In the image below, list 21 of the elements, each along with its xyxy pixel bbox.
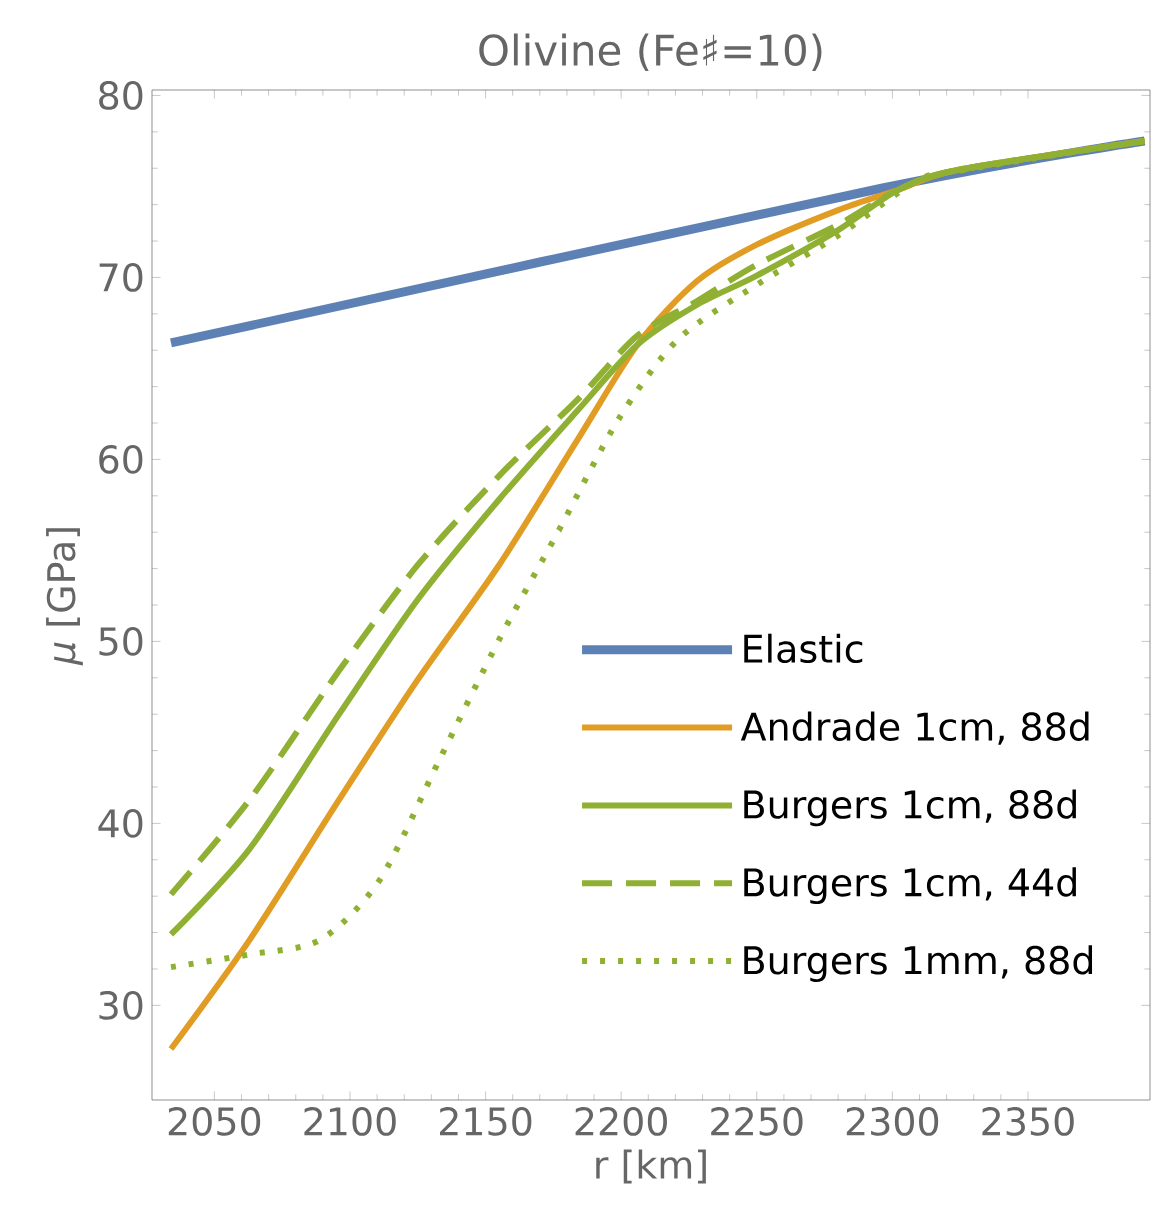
- x-tick-label: 2250: [711, 1107, 803, 1136]
- chart-title: Olivine (Fe♯=10): [479, 33, 822, 71]
- x-tick-label: 2050: [168, 1107, 261, 1136]
- y-axis-title: μ [GPa]: [46, 528, 83, 666]
- legend-label: Andrade 1cm, 88d: [740, 711, 1089, 745]
- x-tick-label: 2300: [846, 1107, 939, 1136]
- x-tick-label: 2200: [575, 1107, 667, 1136]
- y-tick-label: 80: [99, 81, 143, 110]
- y-tick-label: 50: [99, 627, 143, 656]
- y-tick-label: 70: [99, 263, 143, 292]
- x-tick-label: 2350: [982, 1107, 1074, 1136]
- x-axis-title: r [km]: [596, 1149, 706, 1184]
- x-tick-label: 2100: [304, 1107, 396, 1136]
- y-tick-label: 60: [99, 445, 143, 474]
- legend-label: Burgers 1cm, 44d: [744, 867, 1076, 905]
- x-tick-label: 2150: [440, 1107, 532, 1136]
- y-tick-label: 30: [99, 991, 143, 1020]
- legend-label: Elastic: [744, 633, 863, 664]
- y-tick-label: 40: [98, 809, 143, 838]
- legend-label: Burgers 1mm, 88d: [744, 945, 1093, 982]
- legend-label: Burgers 1cm, 88d: [744, 789, 1076, 827]
